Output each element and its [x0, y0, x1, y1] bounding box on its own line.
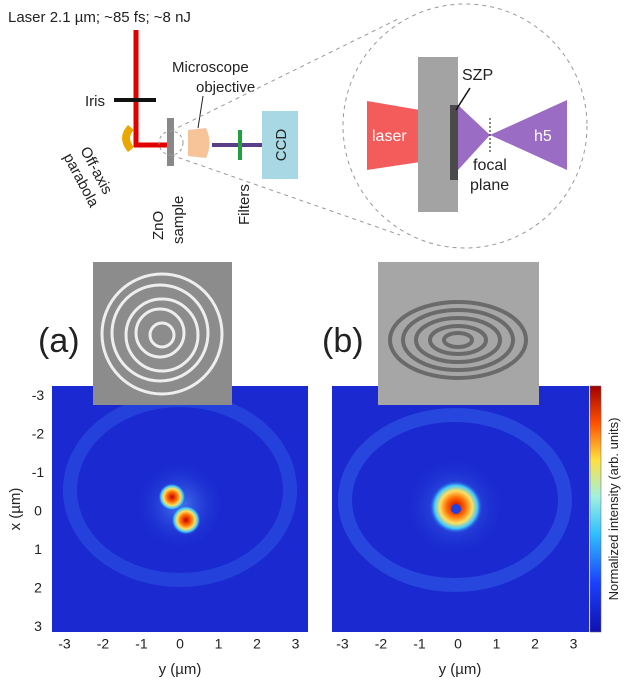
objective-label: objective [196, 79, 255, 96]
y-tick-label: -3 [32, 387, 45, 403]
y-tick-label: 2 [34, 580, 42, 596]
panel-label: (a) [38, 322, 80, 360]
harmonic-label: h5 [534, 128, 552, 145]
x-tick-label: 0 [454, 636, 462, 652]
ccd [262, 111, 298, 179]
x-axis-label: y (µm) [159, 661, 202, 678]
parabola [122, 125, 134, 152]
x-tick-label: -1 [413, 636, 426, 652]
donut-core [451, 504, 461, 514]
spiral-turn [148, 321, 176, 349]
parabola-label: Off-axis parabola [60, 144, 116, 211]
spiral-turn [110, 283, 210, 383]
spiral-turn [124, 297, 200, 373]
x-tick-label: -3 [58, 636, 71, 652]
sem-image-b [378, 262, 539, 405]
label-line: sample [170, 196, 187, 244]
y-tick-label: 1 [34, 541, 42, 557]
x-axis-label: y (µm) [439, 661, 482, 678]
spiral-turn [134, 307, 186, 359]
pointer [197, 95, 204, 129]
sem-background [93, 262, 232, 405]
laser-spec: Laser 2.1 µm; ~85 fs; ~8 nJ [8, 9, 191, 26]
spiral-turn [442, 331, 474, 349]
spiral [100, 272, 224, 396]
objective [188, 128, 210, 158]
x-tick-label: 3 [570, 636, 578, 652]
x-tick-label: -2 [97, 636, 110, 652]
y-tick-label: 3 [34, 618, 42, 634]
ring [338, 408, 572, 592]
x-tick-label: -3 [336, 636, 349, 652]
zoom-line [170, 154, 401, 236]
iris-label: Iris [85, 93, 105, 110]
inset-laser-label: laser [372, 128, 407, 145]
sem-image-a [93, 262, 232, 405]
x-tick-label: 2 [253, 636, 261, 652]
x-tick-label: -1 [135, 636, 148, 652]
x-tick-label: 0 [176, 636, 184, 652]
x-tick-label: 2 [531, 636, 539, 652]
objective-label: Microscope [172, 59, 249, 76]
x-tick-label: 1 [215, 636, 223, 652]
spiral [388, 300, 528, 380]
harmonic-beam [458, 100, 567, 170]
pointer [455, 87, 471, 111]
ccd-label: CCD [273, 129, 290, 162]
x-tick-label: 1 [493, 636, 501, 652]
sample [167, 118, 174, 166]
spiral-turn [428, 324, 488, 356]
label-line: ZnO [150, 211, 167, 240]
szp-plate [450, 105, 458, 180]
spiral-turn [100, 272, 224, 396]
sample-label: ZnO sample [150, 196, 187, 244]
colorbar-label: Normalized intensity (arb. units) [606, 418, 621, 601]
spiral-turn [388, 300, 528, 380]
y-tick-label: -2 [32, 426, 45, 442]
y-tick-label: 0 [34, 503, 42, 519]
focal-label: focal [473, 157, 507, 174]
y-tick-label: -1 [32, 464, 45, 480]
x-tick-label: 3 [292, 636, 300, 652]
panel-label: (b) [322, 322, 364, 360]
lobe [158, 483, 186, 511]
x-tick-label: -2 [375, 636, 388, 652]
szp-label: SZP [462, 67, 493, 84]
focal-label: plane [470, 177, 509, 194]
zoom-line [170, 17, 401, 132]
y-axis-label: x (µm) [7, 488, 24, 531]
colorbar [589, 385, 602, 633]
spiral-turn [401, 308, 515, 372]
laser-beam [367, 101, 420, 170]
filters-label: Filters [236, 184, 253, 225]
lobe [171, 505, 201, 535]
spiral-turn [414, 316, 502, 364]
